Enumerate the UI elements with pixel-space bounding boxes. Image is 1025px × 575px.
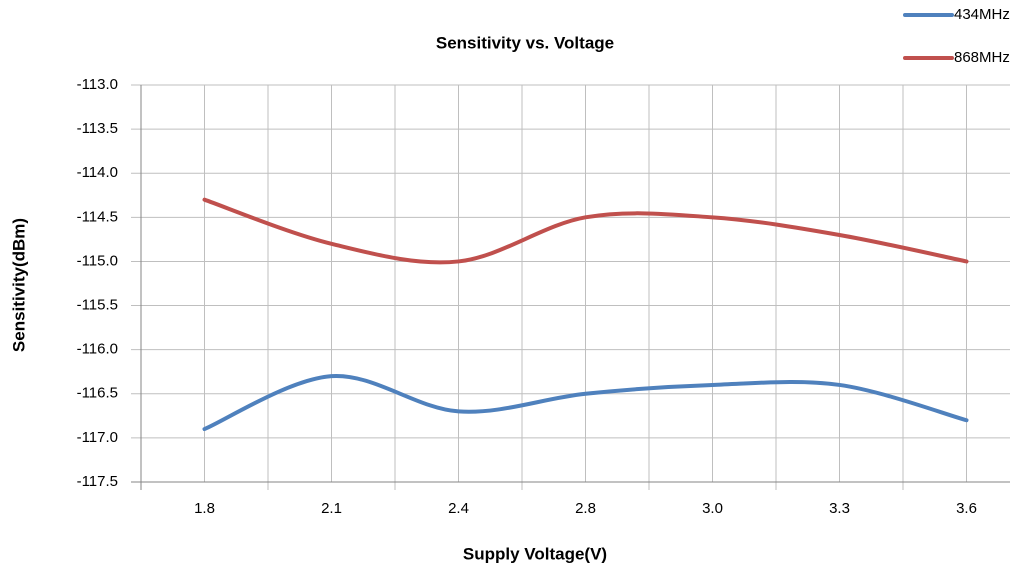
chart-title: Sensitivity vs. Voltage <box>436 33 614 52</box>
y-tick-label: -116.0 <box>77 341 118 358</box>
x-tick-label: 1.8 <box>194 500 215 517</box>
series-line <box>202 374 969 432</box>
y-tick-label: -117.0 <box>77 429 118 446</box>
x-tick-label: 2.4 <box>448 500 469 517</box>
y-tick-label: -117.5 <box>77 473 118 490</box>
x-tick-label: 3.0 <box>702 500 723 517</box>
y-axis-label: Sensitivity(dBm) <box>9 218 28 352</box>
y-tick-label: -113.5 <box>77 120 118 137</box>
x-tick-label: 2.8 <box>575 500 596 517</box>
y-tick-label: -115.0 <box>77 252 118 269</box>
y-tick-label: -113.0 <box>77 76 118 93</box>
x-axis-label: Supply Voltage(V) <box>463 544 607 563</box>
y-tick-label: -116.5 <box>77 385 118 402</box>
x-tick-label: 3.3 <box>829 500 850 517</box>
y-tick-label: -114.5 <box>77 208 118 225</box>
x-tick-label: 2.1 <box>321 500 342 517</box>
y-tick-label: -115.5 <box>77 297 118 314</box>
legend-label: 434MHz <box>954 6 1010 23</box>
y-tick-label: -114.0 <box>77 164 118 181</box>
series-line <box>202 197 969 265</box>
x-tick-label: 3.6 <box>956 500 977 517</box>
legend-label: 868MHz <box>954 49 1010 66</box>
